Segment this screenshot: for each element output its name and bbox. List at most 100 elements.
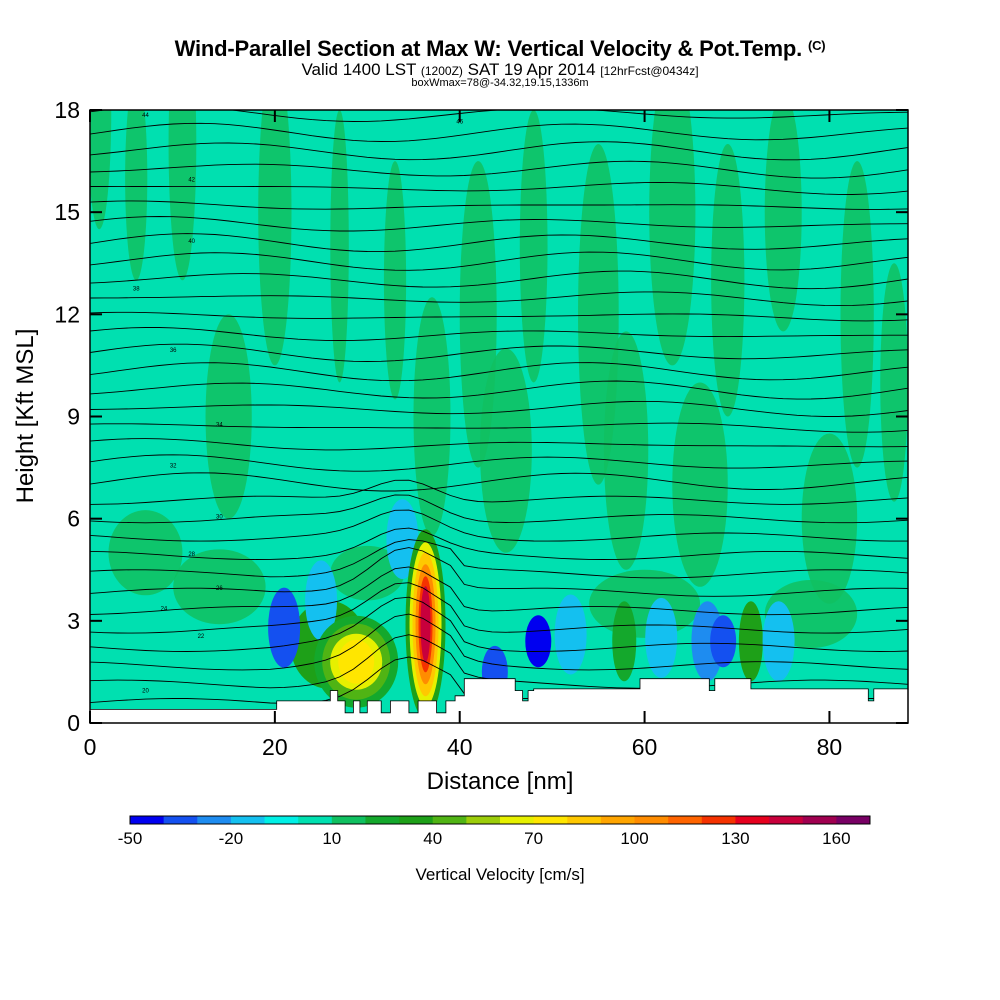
isentrope-line (90, 160, 908, 179)
colorbar-tick-label: -50 (118, 829, 143, 848)
velocity-cell (525, 615, 552, 668)
colorbar-swatch (399, 816, 434, 824)
velocity-streak (125, 110, 148, 281)
secondary-updraft (338, 639, 375, 684)
colorbar-swatch (500, 816, 535, 824)
isentrope-line (90, 141, 908, 161)
colorbar-swatch (600, 816, 636, 824)
velocity-streak (589, 569, 701, 638)
isentrope-label: 22 (198, 634, 205, 640)
isentrope-line (90, 472, 908, 492)
isentrope-line (90, 216, 908, 232)
isentrope-line (90, 454, 908, 472)
velocity-streak (519, 110, 548, 383)
colorbar-swatch (735, 816, 770, 824)
colorbar-tick-label: 130 (721, 829, 749, 848)
velocity-cell (738, 601, 763, 682)
velocity-cell (386, 499, 419, 580)
colorbar-swatch (264, 816, 299, 824)
colorbar-tick-label: 160 (822, 829, 850, 848)
isentrope-line (90, 527, 908, 560)
y-tick-label: 6 (67, 506, 80, 532)
box-max-info: boxWmax=78@-34.32,19.15,1336m (411, 77, 589, 89)
colorbar-tick-label: 40 (423, 829, 442, 848)
isentrope-line (90, 582, 908, 634)
velocity-streak (205, 314, 252, 519)
velocity-streak (90, 110, 112, 230)
colorbar-tick-label: 70 (524, 829, 543, 848)
isentrope-line (90, 613, 908, 671)
colorbar-swatch (331, 816, 366, 824)
velocity-streak (173, 549, 266, 625)
velocity-cell (710, 615, 737, 668)
isentrope-line (90, 182, 908, 195)
velocity-streak (880, 263, 908, 502)
updraft-core (420, 586, 431, 663)
colorbar-tick-label: 100 (620, 829, 648, 848)
isentrope-label: 46 (456, 120, 463, 126)
colorbar-swatch (634, 816, 669, 824)
y-tick-label: 12 (54, 301, 80, 327)
y-tick-label: 15 (54, 199, 80, 225)
colorbar-swatch (163, 816, 198, 824)
y-tick-label: 3 (67, 608, 80, 634)
isentrope-line (90, 362, 908, 382)
isentrope-line (90, 233, 908, 253)
velocity-streak (258, 110, 292, 366)
x-tick-label: 60 (632, 734, 658, 760)
isentrope-line (90, 539, 908, 579)
isentrope-line (90, 122, 908, 142)
isentrope-line (90, 270, 908, 290)
isentrope-label: 38 (133, 286, 140, 292)
isentrope-line (90, 438, 908, 451)
velocity-cell (554, 594, 587, 675)
colorbar-tick-label: 10 (322, 829, 341, 848)
isentrope-line (90, 343, 908, 362)
chart-title: Wind-Parallel Section at Max W: Vertical… (174, 36, 826, 61)
isentrope-label: 32 (170, 464, 177, 470)
velocity-streak (330, 110, 349, 383)
isentrope-label: 24 (161, 607, 168, 613)
x-tick-label: 0 (84, 734, 97, 760)
velocity-streak (764, 110, 802, 332)
isentrope-label: 40 (188, 239, 195, 245)
isentrope-label: 26 (216, 586, 223, 592)
velocity-cell (645, 597, 678, 678)
velocity-cell (762, 601, 795, 682)
isentrope-line (90, 400, 908, 417)
velocity-cell (305, 560, 338, 641)
colorbar-swatch (466, 816, 501, 824)
x-tick-label: 20 (262, 734, 288, 760)
isentrope-line (90, 291, 908, 307)
colorbar-swatch (365, 816, 400, 824)
colorbar-swatch (567, 816, 602, 824)
colorbar-frame (129, 815, 871, 825)
colorbar-swatch (802, 816, 837, 824)
isentrope-line (90, 422, 908, 433)
velocity-streak (801, 433, 858, 604)
colorbar: -50 -20 10 40 70 100 130 160 (118, 815, 871, 848)
colorbar-swatch (769, 816, 804, 824)
isentrope-line (90, 494, 908, 524)
isentrope-line (90, 251, 908, 271)
y-tick-label: 0 (67, 710, 80, 736)
velocity-streak (108, 510, 183, 596)
isentrope-label: 20 (142, 688, 149, 694)
terrain (90, 678, 908, 723)
isentrope-line (90, 200, 908, 210)
colorbar-swatch (298, 816, 333, 824)
colorbar-swatch (230, 816, 266, 824)
velocity-streak (413, 297, 451, 536)
velocity-streak (711, 144, 745, 417)
velocity-cell (612, 601, 637, 682)
isentrope-line (90, 327, 908, 341)
velocity-streak (603, 331, 649, 570)
velocity-streak (330, 545, 405, 601)
colorbar-swatch (432, 816, 467, 824)
velocity-streak (672, 382, 728, 587)
x-tick-label: 80 (817, 734, 843, 760)
copyright-mark: (C) (807, 38, 826, 53)
isentrope-line (90, 566, 908, 616)
velocity-streak (649, 110, 696, 366)
